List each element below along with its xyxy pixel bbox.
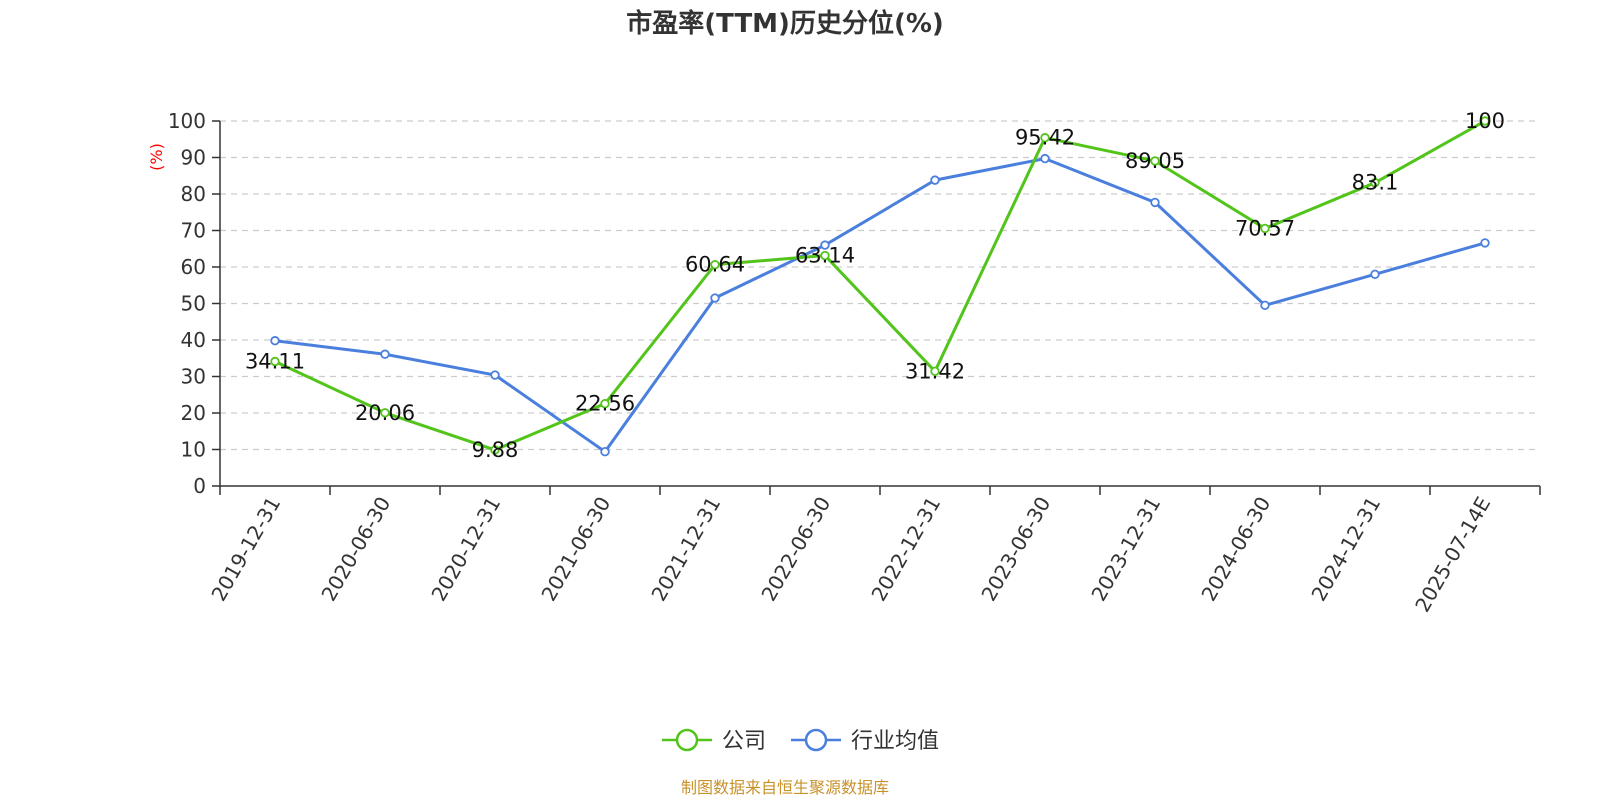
y-axis-unit-label: (%) [147,143,166,171]
data-point-industry-average [600,446,610,457]
data-point-industry-average [270,336,280,346]
data-label: 89.05 [1125,149,1185,173]
chart-title: 市盈率(TTM)历史分位(%) [626,8,944,39]
data-source-note: 制图数据来自恒生聚源数据库 [681,778,889,797]
data-label: 83.1 [1352,171,1399,195]
data-point-company [1150,156,1160,166]
x-tick-label: 2021-06-30 [536,493,615,606]
x-tick-label: 2022-12-31 [866,493,945,606]
x-tick-label: 2020-12-31 [426,493,505,606]
y-tick-label: 10 [181,438,206,462]
data-label: 22.56 [575,392,635,416]
data-label: 60.64 [685,253,745,277]
data-point-industry-average [1150,197,1160,208]
data-point-company [710,259,720,270]
series-line-company [274,119,1486,452]
y-tick-label: 90 [181,146,206,170]
data-label: 34.11 [245,349,305,373]
x-tick-label: 2023-06-30 [976,493,1055,606]
data-label: 9.88 [472,438,519,462]
legend-item-label: 公司 [722,729,766,754]
data-point-company [1480,116,1490,126]
data-point-industry-average [1260,300,1270,311]
y-tick-label: 70 [181,219,206,243]
data-label: 100 [1465,109,1505,133]
y-tick-label: 100 [168,109,206,133]
x-tick-label: 2023-12-31 [1086,493,1165,606]
legend-item-label: 行业均值 [851,729,939,754]
data-point-company [1370,177,1380,188]
data-point-company [380,408,390,418]
axes: 0 10 20 30 40 50 60 70 80 90 100 2019-12-31 2020-06-… [168,109,1541,617]
y-tick-label: 60 [181,255,206,279]
x-tick-label: 2022-06-30 [756,493,835,606]
x-tick-label: 2025-07-14E [1410,493,1495,617]
data-point-company [490,445,500,455]
legend-swatch-marker [804,728,828,752]
y-tick-label: 80 [181,182,206,206]
series-line-industry-average [274,157,1486,454]
data-point-company [820,250,830,261]
data-label: 20.06 [355,401,415,425]
x-tick-label: 2020-06-30 [316,493,395,606]
data-label: 31.42 [905,359,965,383]
x-tick-label: 2024-06-30 [1196,493,1275,606]
data-label: 63.14 [795,244,855,268]
x-tick-label: 2019-12-31 [206,493,285,606]
series-layer [270,116,1490,457]
y-tick-label: 30 [181,365,206,389]
data-point-industry-average [490,370,500,380]
y-tick-label: 20 [181,401,206,425]
data-point-industry-average [380,349,390,359]
data-point-industry-average [930,175,940,185]
y-tick-label: 50 [181,292,206,316]
y-tick-label: 40 [181,328,206,352]
data-label: 95.42 [1015,126,1075,150]
grid-lines [220,120,1540,451]
legend-swatch-marker [675,728,699,752]
x-tick-label: 2024-12-31 [1306,493,1385,606]
data-point-industry-average [1040,153,1050,164]
data-labels: 34.11 20.06 9.88 22.56 60.64 63.14 31.42 95.42 8… [245,109,1505,462]
data-point-company [1260,223,1270,234]
data-point-company [600,398,610,409]
data-point-company [270,356,280,367]
data-point-company [1040,133,1050,143]
data-point-industry-average [1370,269,1380,279]
legend: 公司 行业均值 [662,728,939,754]
data-point-company [930,366,940,377]
data-label: 70.57 [1235,216,1295,240]
data-point-industry-average [820,240,830,250]
y-tick-label: 0 [193,474,206,498]
x-tick-label: 2021-12-31 [646,493,725,606]
data-point-industry-average [1480,238,1490,248]
data-point-industry-average [710,293,720,303]
